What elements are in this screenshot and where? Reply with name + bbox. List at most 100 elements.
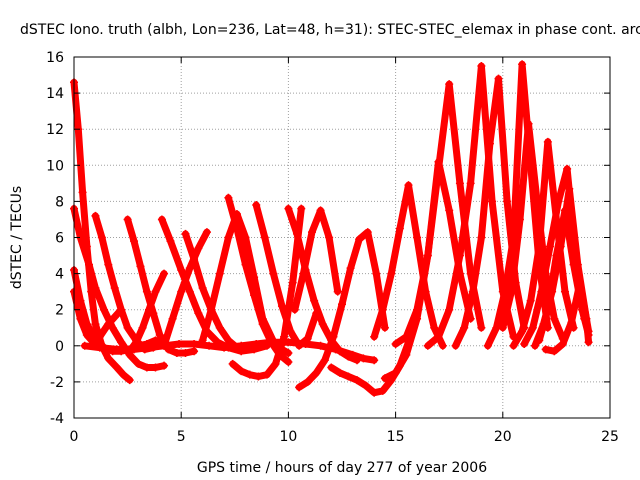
data-point	[104, 320, 113, 329]
data-point	[558, 339, 567, 348]
data-series	[391, 80, 486, 348]
data-point	[117, 305, 126, 314]
data-point	[353, 376, 362, 385]
data-point	[104, 354, 113, 363]
data-series	[370, 181, 447, 350]
data-point	[262, 370, 271, 379]
data-point	[423, 341, 432, 350]
data-point	[524, 119, 533, 128]
data-point	[245, 370, 254, 379]
data-point	[380, 323, 389, 332]
data-point	[130, 237, 139, 246]
series-line	[70, 288, 125, 346]
data-point	[160, 341, 169, 350]
data-point	[310, 296, 319, 305]
data-point	[207, 305, 216, 314]
data-point	[395, 224, 404, 233]
data-point	[303, 377, 312, 386]
data-point	[320, 356, 329, 365]
series-line	[499, 120, 567, 343]
data-point	[123, 323, 132, 332]
data-point	[260, 233, 269, 242]
data-point	[518, 327, 527, 336]
data-point	[565, 184, 574, 193]
data-point	[284, 358, 293, 367]
data-point	[359, 354, 368, 363]
data-point	[363, 228, 372, 237]
data-point	[80, 341, 89, 350]
data-point	[117, 338, 126, 347]
data-point	[91, 320, 100, 329]
data-point	[292, 229, 301, 238]
data-point	[237, 367, 246, 376]
data-point	[563, 164, 572, 173]
data-point	[569, 260, 578, 269]
data-point	[125, 376, 134, 385]
data-series	[70, 204, 169, 372]
data-point	[552, 251, 561, 260]
data-point	[316, 206, 325, 215]
data-point	[125, 347, 134, 356]
data-point	[198, 336, 207, 345]
x-tick-labels: 0 5 10 15 20 25	[70, 429, 619, 445]
data-point	[498, 323, 507, 332]
data-point	[325, 233, 334, 242]
data-point	[445, 305, 454, 314]
y-tick-label: 10	[46, 158, 64, 174]
data-point	[477, 233, 486, 242]
data-point	[303, 334, 312, 343]
data-point	[190, 255, 199, 264]
y-tick-label: 12	[46, 122, 64, 138]
data-series	[123, 215, 199, 358]
data-point	[537, 287, 546, 296]
data-point	[232, 224, 241, 233]
axis-ticks	[73, 56, 611, 419]
data-point	[455, 179, 464, 188]
data-point	[181, 229, 190, 238]
data-point	[151, 363, 160, 372]
y-tick-label: 0	[55, 339, 64, 355]
data-series	[160, 228, 211, 350]
x-tick-label: 5	[177, 429, 186, 445]
y-tick-label: -2	[50, 375, 64, 391]
data-point	[477, 323, 486, 332]
data-point	[250, 345, 259, 354]
data-point	[468, 287, 477, 296]
data-point	[78, 188, 87, 197]
data-point	[252, 201, 261, 210]
data-point	[391, 339, 400, 348]
data-point	[175, 339, 184, 348]
data-point	[460, 323, 469, 332]
data-point	[145, 305, 154, 314]
data-point	[335, 368, 344, 377]
data-point	[550, 314, 559, 323]
data-series	[295, 228, 389, 392]
data-point	[142, 287, 151, 296]
data-point	[485, 139, 494, 148]
data-point	[346, 264, 355, 273]
data-point	[164, 345, 173, 354]
data-point	[528, 323, 537, 332]
data-point	[85, 260, 94, 269]
data-point	[91, 211, 100, 220]
data-point	[466, 179, 475, 188]
y-axis-label: dSTEC / TECUs	[9, 186, 25, 289]
y-tick-label: 4	[55, 267, 64, 283]
x-tick-label: 15	[387, 429, 405, 445]
data-point	[329, 332, 338, 341]
data-point	[100, 305, 109, 314]
data-point	[520, 339, 529, 348]
data-point	[560, 287, 569, 296]
data-point	[224, 193, 233, 202]
data-point	[413, 305, 422, 314]
data-point	[205, 341, 214, 350]
data-point	[423, 251, 432, 260]
data-point	[288, 278, 297, 287]
y-tick-label: 14	[46, 86, 64, 102]
data-point	[494, 74, 503, 83]
data-point	[194, 309, 203, 318]
x-tick-label: 10	[279, 429, 297, 445]
data-point	[526, 296, 535, 305]
data-point	[112, 345, 121, 354]
